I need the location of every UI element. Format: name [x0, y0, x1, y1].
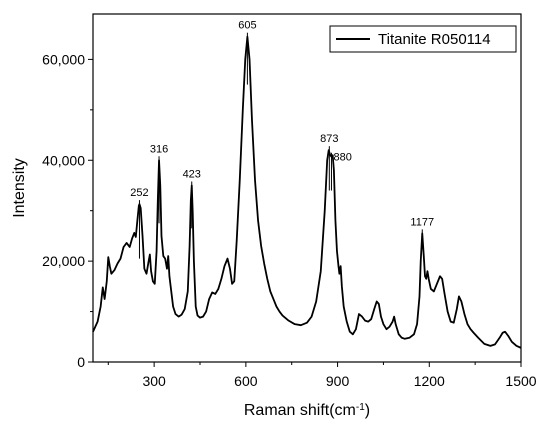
peak-label: 316	[150, 143, 168, 155]
plot-area	[92, 13, 522, 363]
x-tick-label: 300	[142, 373, 166, 389]
x-tick-label: 1500	[505, 373, 536, 389]
plot-frame	[92, 13, 522, 363]
axis-ticks: 300 600 900 1200 1500 0 20,000 40,000 60,000	[42, 51, 537, 389]
peak-label: 423	[183, 168, 201, 180]
y-tick-label: 0	[77, 354, 85, 370]
y-tick-label: 20,000	[42, 253, 85, 269]
y-axis-title: Intensity	[11, 158, 28, 218]
series-line-titanite	[92, 35, 522, 349]
x-tick-label: 1200	[414, 373, 445, 389]
peak-label: 880	[333, 152, 351, 164]
peak-label: 605	[238, 20, 256, 32]
x-tick-label: 900	[326, 373, 350, 389]
y-tick-label: 40,000	[42, 152, 85, 168]
x-axis-title: Raman shift(cm-1)	[244, 402, 370, 420]
series-layer	[92, 35, 522, 349]
legend-label-titanite: Titanite R050114	[378, 31, 491, 48]
peak-label: 873	[320, 133, 338, 145]
y-tick-label: 60,000	[42, 51, 85, 67]
peak-label: 252	[130, 187, 148, 199]
x-tick-label: 600	[234, 373, 258, 389]
legend: Titanite R050114	[329, 25, 517, 53]
peak-annotations: 252 316 423 605 873 880 1177	[130, 20, 434, 259]
peak-label: 1177	[410, 216, 434, 228]
